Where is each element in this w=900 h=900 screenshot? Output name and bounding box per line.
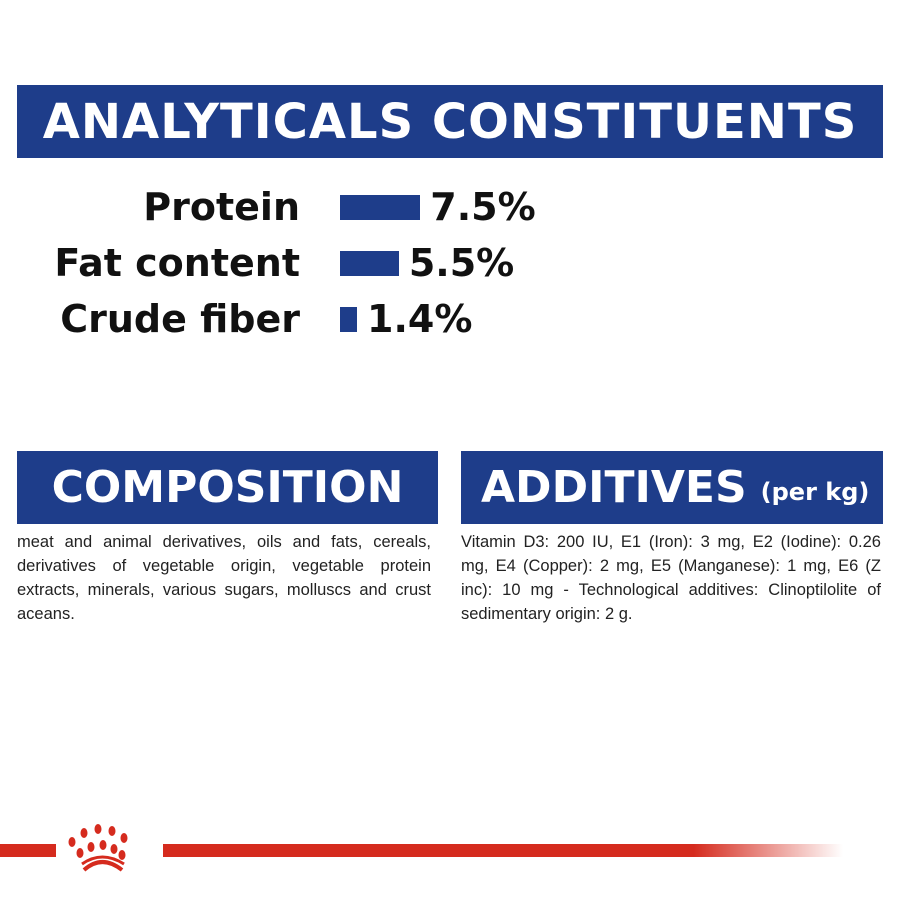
footer-line-left: [0, 844, 56, 857]
additives-title: ADDITIVES (per kg): [461, 451, 883, 524]
constituent-value: 7.5%: [430, 185, 536, 229]
constituent-row: Protein 7.5%: [0, 182, 536, 232]
constituent-label: Fat content: [54, 241, 300, 285]
footer-line-right: [163, 844, 843, 857]
analytical-title: ANALYTICALS CONSTITUENTS: [17, 85, 883, 158]
constituent-bar: [340, 194, 421, 220]
constituent-row: Fat content 5.5%: [0, 238, 514, 288]
additives-title-text: ADDITIVES: [481, 462, 747, 513]
constituent-value: 5.5%: [408, 241, 515, 285]
crown-logo-icon: [68, 824, 128, 872]
constituent-label: Crude fiber: [60, 297, 300, 341]
composition-text: meat and animal derivatives, oils and fa…: [17, 533, 431, 623]
composition-title: COMPOSITION: [17, 451, 438, 524]
additives-unit: (per kg): [760, 477, 870, 506]
constituent-row: Crude fiber 1.4%: [0, 294, 472, 344]
constituent-label: Protein: [143, 185, 300, 229]
constituent-value: 1.4%: [367, 297, 473, 341]
constituent-bar: [340, 250, 399, 276]
constituent-bar: [340, 306, 357, 332]
additives-text: Vitamin D3: 200 IU, E1 (Iron): 3 mg, E2 …: [461, 533, 881, 623]
